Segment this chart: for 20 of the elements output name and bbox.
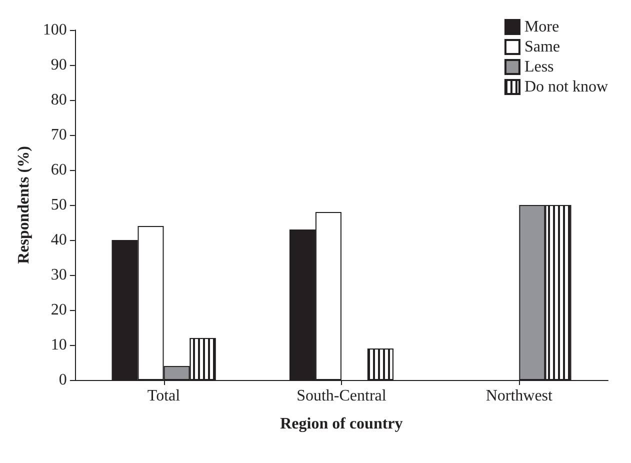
y-tick-label: 80 bbox=[50, 92, 67, 108]
y-tick-label: 30 bbox=[50, 266, 67, 284]
x-tick-label: South-Central bbox=[296, 388, 387, 404]
legend-label: Same bbox=[524, 38, 560, 56]
y-axis-title: Respondents (%) bbox=[16, 146, 32, 264]
y-tick-label: 20 bbox=[50, 302, 67, 318]
y-tick-label: 70 bbox=[50, 126, 67, 144]
y-tick-label: 90 bbox=[50, 56, 67, 74]
y-tick-label: 40 bbox=[50, 232, 67, 248]
y-tick-label: 100 bbox=[42, 22, 67, 38]
y-tick-label: 50 bbox=[50, 196, 67, 214]
y-tick-label: 60 bbox=[50, 162, 67, 178]
x-axis-title: Region of country bbox=[280, 416, 403, 432]
y-tick-label: 10 bbox=[50, 336, 67, 354]
legend-label: Less bbox=[524, 58, 554, 76]
legend-label: Do not know bbox=[524, 78, 608, 96]
legend-label: More bbox=[524, 18, 560, 36]
x-tick-label: Total bbox=[147, 388, 181, 404]
x-tick-label: Northwest bbox=[486, 388, 554, 404]
y-tick-label: 0 bbox=[58, 372, 67, 388]
